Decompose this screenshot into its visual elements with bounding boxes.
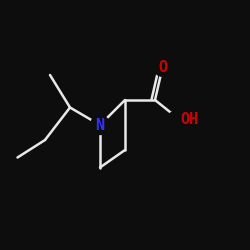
Text: OH: OH — [180, 112, 198, 128]
Ellipse shape — [90, 116, 110, 134]
Ellipse shape — [166, 110, 194, 130]
Text: N: N — [96, 118, 104, 132]
Ellipse shape — [154, 59, 171, 76]
Text: O: O — [158, 60, 167, 75]
